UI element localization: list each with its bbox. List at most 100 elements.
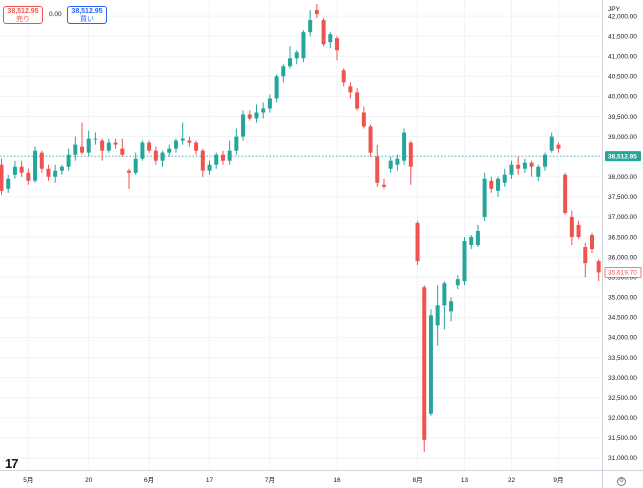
buy-button[interactable]: 38,512.95 買い — [67, 6, 107, 24]
candle[interactable] — [428, 309, 433, 416]
currency-label: JPY — [608, 6, 621, 13]
candle[interactable] — [267, 94, 272, 113]
candle[interactable] — [549, 132, 554, 153]
candle[interactable] — [167, 144, 172, 157]
candle[interactable] — [126, 168, 131, 189]
candle[interactable] — [469, 235, 474, 250]
candle[interactable] — [415, 220, 420, 266]
candle[interactable] — [502, 168, 507, 187]
candle[interactable] — [482, 172, 487, 221]
candle[interactable] — [214, 152, 219, 169]
candle[interactable] — [187, 136, 192, 147]
candle[interactable] — [46, 164, 51, 181]
candle[interactable] — [6, 174, 11, 193]
sell-button[interactable]: 38,512.95 売り — [3, 6, 43, 24]
candle[interactable] — [361, 106, 366, 129]
candle[interactable] — [160, 150, 165, 167]
price-axis[interactable]: 42,000.00 41,500.00 41,000.00 40,500.00 40,0… — [608, 13, 637, 462]
candle[interactable] — [247, 110, 252, 121]
candle[interactable] — [475, 224, 480, 248]
candle[interactable] — [281, 64, 286, 83]
candle[interactable] — [80, 122, 85, 155]
candle[interactable] — [308, 10, 313, 37]
candle[interactable] — [227, 140, 232, 165]
candle[interactable] — [395, 154, 400, 171]
candle[interactable] — [200, 148, 205, 177]
candle[interactable] — [113, 138, 118, 149]
candle[interactable] — [120, 138, 125, 157]
candle[interactable] — [153, 146, 158, 165]
candle[interactable] — [241, 110, 246, 141]
candle[interactable] — [261, 102, 266, 119]
candle[interactable] — [73, 136, 78, 161]
candle[interactable] — [328, 32, 333, 49]
candle[interactable] — [254, 104, 259, 123]
candle[interactable] — [26, 168, 31, 185]
candle[interactable] — [180, 122, 185, 145]
candle[interactable] — [86, 130, 91, 157]
candle[interactable] — [321, 18, 326, 47]
tradingview-logo-icon[interactable]: 17 — [5, 456, 19, 471]
candle[interactable] — [368, 124, 373, 157]
candle[interactable] — [53, 164, 58, 183]
candle[interactable] — [408, 140, 413, 185]
candle[interactable] — [563, 172, 568, 215]
candle[interactable] — [462, 237, 467, 286]
candle[interactable] — [59, 164, 64, 175]
candle[interactable] — [341, 68, 346, 87]
candle[interactable] — [589, 232, 594, 254]
candle[interactable] — [294, 50, 299, 65]
candle[interactable] — [234, 128, 239, 155]
candle[interactable] — [556, 142, 561, 153]
candle[interactable] — [536, 164, 541, 181]
candle[interactable] — [314, 4, 319, 19]
candle[interactable] — [489, 176, 494, 193]
candle[interactable] — [301, 30, 306, 63]
candle[interactable] — [583, 243, 588, 278]
candle[interactable] — [449, 297, 454, 322]
time-axis[interactable]: 5月 20 6月 17 7月 16 8月 13 22 9月 — [23, 476, 563, 484]
gear-icon[interactable]: ⚙ — [617, 477, 626, 486]
candle[interactable] — [522, 158, 527, 173]
candle[interactable] — [596, 259, 601, 282]
candle[interactable] — [442, 281, 447, 330]
candlestick-series[interactable] — [0, 4, 601, 452]
candle[interactable] — [274, 74, 279, 103]
candle[interactable] — [19, 160, 24, 177]
candle[interactable] — [100, 138, 105, 161]
candle[interactable] — [106, 138, 111, 153]
candle[interactable] — [220, 150, 225, 165]
candle[interactable] — [207, 160, 212, 175]
candle[interactable] — [0, 158, 4, 195]
candle[interactable] — [66, 148, 71, 171]
current-price-label: 38,512.95 — [608, 153, 637, 160]
candle[interactable] — [516, 156, 521, 175]
candle[interactable] — [93, 132, 98, 145]
candle[interactable] — [375, 144, 380, 187]
candle[interactable] — [402, 128, 407, 165]
candle[interactable] — [381, 178, 386, 189]
candle[interactable] — [147, 140, 152, 153]
candle[interactable] — [455, 275, 460, 290]
candle[interactable] — [496, 176, 501, 197]
candle[interactable] — [543, 152, 548, 171]
candle[interactable] — [422, 285, 427, 452]
candle[interactable] — [388, 156, 393, 173]
candle[interactable] — [335, 36, 339, 61]
candle[interactable] — [576, 220, 581, 240]
candle[interactable] — [529, 160, 534, 177]
candle[interactable] — [355, 88, 360, 111]
candle[interactable] — [509, 160, 514, 179]
candle[interactable] — [435, 285, 440, 346]
candle[interactable] — [133, 152, 138, 175]
candle[interactable] — [173, 138, 178, 153]
candle[interactable] — [12, 160, 17, 179]
candle[interactable] — [288, 46, 293, 69]
candle[interactable] — [39, 150, 44, 173]
candle[interactable] — [569, 210, 574, 246]
candle[interactable] — [194, 140, 199, 155]
candle[interactable] — [33, 146, 38, 183]
candle[interactable] — [140, 140, 145, 161]
candle[interactable] — [348, 82, 353, 99]
